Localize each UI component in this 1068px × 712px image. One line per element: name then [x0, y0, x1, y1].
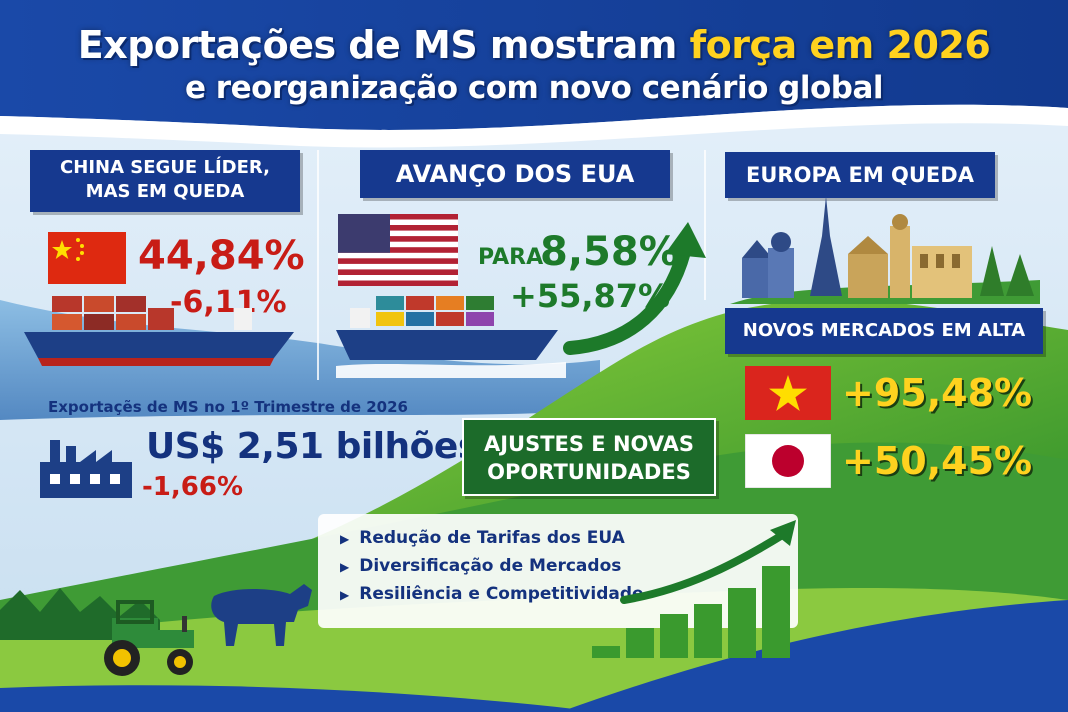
usa-prefix: PARA	[478, 245, 544, 270]
title-line1-a: Exportações de MS mostram	[77, 23, 690, 67]
tractor-icon	[104, 600, 194, 676]
list-item: ▶ Diversificação de Mercados	[340, 552, 680, 580]
europe-heading-banner: EUROPA EM QUEDA	[725, 152, 995, 198]
eiffel-tower-icon	[810, 196, 842, 296]
usa-change-value: +55,87%	[510, 277, 671, 315]
list-item: ▶ Redução de Tarifas dos EUA	[340, 524, 680, 552]
cow-icon	[211, 584, 312, 646]
list-item-label: Redução de Tarifas dos EUA	[359, 528, 625, 548]
summary-change-value: -1,66%	[142, 472, 243, 502]
list-item-label: Resiliência e Competitividade	[359, 584, 644, 604]
summary-value: US$ 2,51 bilhões	[146, 426, 479, 467]
adjustments-list: ▶ Redução de Tarifas dos EUA ▶ Diversifica…	[340, 524, 680, 608]
european-buildings-icon	[730, 196, 1040, 304]
bullet-arrow-icon: ▶	[340, 560, 350, 574]
growth-arrow-icon	[563, 222, 706, 355]
china-heading-line1: CHINA SEGUE LÍDER,	[60, 157, 270, 178]
page-title: Exportações de MS mostram força em 2026 …	[0, 22, 1068, 108]
bullet-arrow-icon: ▶	[340, 588, 350, 602]
title-line1-highlight: força em 2026	[689, 23, 991, 67]
china-change-value: -6,11%	[170, 285, 287, 320]
list-item: ▶ Resiliência e Competitividade	[340, 580, 680, 608]
china-heading-banner: CHINA SEGUE LÍDER, MAS EM QUEDA	[30, 150, 300, 212]
usa-heading-banner: AVANÇO DOS EUA	[360, 150, 670, 198]
usa-flag-icon	[338, 214, 458, 286]
china-heading-line2: MAS EM QUEDA	[85, 181, 245, 202]
list-item-label: Diversificação de Mercados	[359, 556, 622, 576]
adjustments-heading-banner: AJUSTES E NOVAS OPORTUNIDADES	[462, 418, 716, 496]
china-share-value: 44,84%	[138, 233, 305, 279]
china-flag-icon	[48, 232, 126, 284]
title-line2: e reorganização com novo cenário global	[184, 70, 884, 106]
japan-change-value: +50,45%	[842, 439, 1033, 483]
bullet-arrow-icon: ▶	[340, 532, 350, 546]
factory-icon	[40, 440, 132, 498]
usa-share-value: 8,58%	[540, 229, 679, 275]
summary-label: Exportaçẽs de MS no 1º Trimestre de 2026	[48, 398, 408, 416]
japan-flag-icon	[745, 434, 831, 488]
cargo-ship-icon	[24, 296, 294, 366]
adjustments-heading-line1: AJUSTES E NOVAS	[483, 432, 695, 456]
adjustments-heading-line2: OPORTUNIDADES	[487, 460, 691, 484]
bar-chart-icon	[592, 520, 796, 658]
vietnam-change-value: +95,48%	[842, 371, 1033, 415]
cargo-ship-icon-2	[336, 296, 566, 378]
vietnam-flag-icon	[745, 366, 831, 420]
new-markets-heading-banner: NOVOS MERCADOS EM ALTA	[725, 308, 1043, 354]
